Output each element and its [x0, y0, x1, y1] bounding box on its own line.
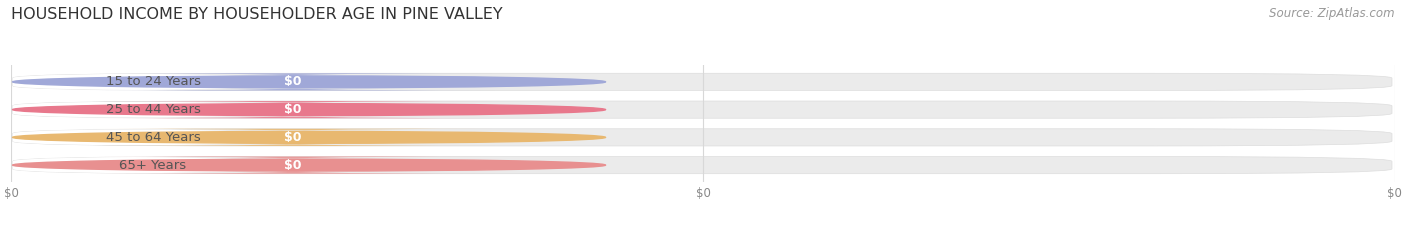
Circle shape: [13, 76, 606, 88]
Circle shape: [13, 104, 606, 116]
FancyBboxPatch shape: [13, 129, 1392, 146]
FancyBboxPatch shape: [13, 101, 254, 118]
FancyBboxPatch shape: [13, 73, 1392, 90]
Text: Source: ZipAtlas.com: Source: ZipAtlas.com: [1270, 7, 1395, 20]
Circle shape: [13, 159, 606, 171]
Text: 15 to 24 Years: 15 to 24 Years: [105, 75, 201, 88]
FancyBboxPatch shape: [90, 157, 495, 174]
Text: $0: $0: [284, 131, 301, 144]
Text: 65+ Years: 65+ Years: [120, 159, 187, 171]
Text: 25 to 44 Years: 25 to 44 Years: [105, 103, 201, 116]
FancyBboxPatch shape: [13, 101, 1392, 118]
Text: $0: $0: [284, 75, 301, 88]
Circle shape: [13, 131, 606, 143]
FancyBboxPatch shape: [90, 129, 495, 146]
FancyBboxPatch shape: [13, 73, 254, 90]
Text: 45 to 64 Years: 45 to 64 Years: [105, 131, 201, 144]
FancyBboxPatch shape: [13, 157, 1392, 174]
Text: $0: $0: [284, 159, 301, 171]
FancyBboxPatch shape: [90, 101, 495, 118]
FancyBboxPatch shape: [90, 73, 495, 90]
FancyBboxPatch shape: [13, 157, 254, 174]
FancyBboxPatch shape: [13, 129, 254, 146]
Text: $0: $0: [284, 103, 301, 116]
Text: HOUSEHOLD INCOME BY HOUSEHOLDER AGE IN PINE VALLEY: HOUSEHOLD INCOME BY HOUSEHOLDER AGE IN P…: [11, 7, 503, 22]
